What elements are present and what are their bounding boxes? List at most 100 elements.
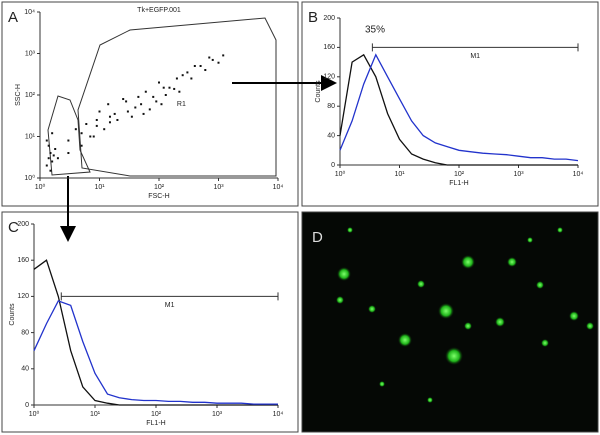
x-tick-label: 10¹ — [394, 171, 405, 178]
point — [122, 98, 125, 101]
gate-r1 — [77, 17, 277, 177]
marker-label: M1 — [470, 53, 480, 60]
x-tick-label: 10² — [154, 184, 165, 191]
point — [164, 94, 167, 96]
y-tick-label: 200 — [323, 15, 335, 22]
x-tick-label: 10³ — [213, 184, 224, 191]
y-axis-label: SSC-H — [15, 84, 22, 106]
point — [173, 87, 176, 90]
y-tick-label: 10⁰ — [24, 174, 35, 182]
point — [51, 160, 54, 163]
chart-title: Tk+EGFP.001 — [137, 7, 181, 14]
y-tick-label: 0 — [331, 162, 335, 169]
point — [108, 115, 111, 118]
x-tick-label: 10² — [454, 171, 465, 178]
point — [107, 103, 110, 106]
y-tick-label: 10⁴ — [24, 9, 35, 16]
gate-label: R1 — [177, 101, 186, 108]
y-tick-label: 80 — [21, 329, 29, 336]
panel-label: A — [8, 9, 18, 26]
annotation: 35% — [365, 25, 385, 36]
point — [211, 58, 214, 61]
point — [222, 54, 225, 57]
y-tick-label: 10¹ — [25, 133, 36, 140]
point — [181, 74, 184, 77]
panel-frame — [1, 1, 299, 207]
point — [137, 95, 140, 98]
point — [116, 118, 119, 121]
panel-label: D — [312, 229, 323, 246]
point — [95, 124, 98, 127]
point — [155, 100, 158, 103]
point — [74, 128, 77, 131]
y-tick-label: 160 — [17, 257, 29, 264]
point — [204, 69, 207, 72]
histogram-line — [33, 300, 278, 405]
point — [56, 157, 59, 160]
point — [80, 144, 83, 147]
x-tick-label: 10¹ — [90, 411, 101, 418]
y-tick-label: 160 — [323, 44, 335, 51]
point — [193, 64, 196, 67]
y-tick-label: 10³ — [25, 50, 36, 57]
point — [148, 108, 151, 111]
point — [186, 71, 189, 74]
fluorescence-image — [301, 211, 599, 433]
point — [126, 110, 129, 113]
point — [152, 95, 155, 98]
point — [47, 144, 50, 147]
y-tick-label: 80 — [327, 103, 335, 110]
x-tick-label: 10³ — [513, 171, 524, 178]
point — [217, 61, 220, 64]
point — [51, 132, 54, 135]
point — [162, 86, 165, 89]
point — [89, 135, 92, 138]
point — [175, 77, 178, 80]
panel-frame — [301, 1, 599, 207]
point — [47, 157, 50, 160]
x-tick-label: 10⁴ — [573, 171, 584, 178]
point — [113, 112, 116, 115]
x-tick-label: 10² — [151, 411, 162, 418]
point — [45, 139, 48, 142]
y-tick-label: 200 — [17, 221, 29, 228]
y-axis-label: Counts — [315, 80, 322, 103]
x-axis-label: FSC-H — [148, 193, 169, 200]
panel-label: C — [8, 219, 19, 236]
point — [134, 106, 137, 109]
x-tick-label: 10¹ — [94, 184, 105, 191]
marker-label: M1 — [165, 302, 175, 309]
x-tick-label: 10⁴ — [273, 411, 284, 418]
x-tick-label: 10⁴ — [273, 184, 284, 191]
point — [92, 135, 95, 138]
y-tick-label: 40 — [327, 132, 335, 139]
point — [80, 132, 83, 135]
point — [67, 152, 70, 155]
point — [95, 118, 98, 121]
panel-frame — [1, 211, 299, 433]
x-axis-label: FL1-H — [146, 420, 165, 427]
point — [45, 164, 48, 167]
point — [158, 81, 160, 84]
x-tick-label: 10⁰ — [335, 170, 346, 178]
point — [140, 103, 143, 106]
point — [85, 123, 88, 126]
y-tick-label: 120 — [323, 74, 335, 81]
point — [54, 147, 57, 150]
y-axis-label: Counts — [9, 303, 16, 326]
x-tick-label: 10³ — [212, 411, 223, 418]
cells — [336, 227, 594, 403]
point — [144, 90, 147, 93]
y-tick-label: 10² — [25, 92, 36, 99]
histogram-line — [33, 259, 278, 406]
point — [103, 128, 106, 131]
point — [142, 112, 145, 115]
histogram-line — [339, 53, 578, 166]
x-axis-label: FL1-H — [449, 180, 468, 187]
point — [49, 152, 52, 155]
panel-label: B — [308, 9, 318, 26]
point — [108, 121, 111, 124]
point — [178, 90, 181, 93]
